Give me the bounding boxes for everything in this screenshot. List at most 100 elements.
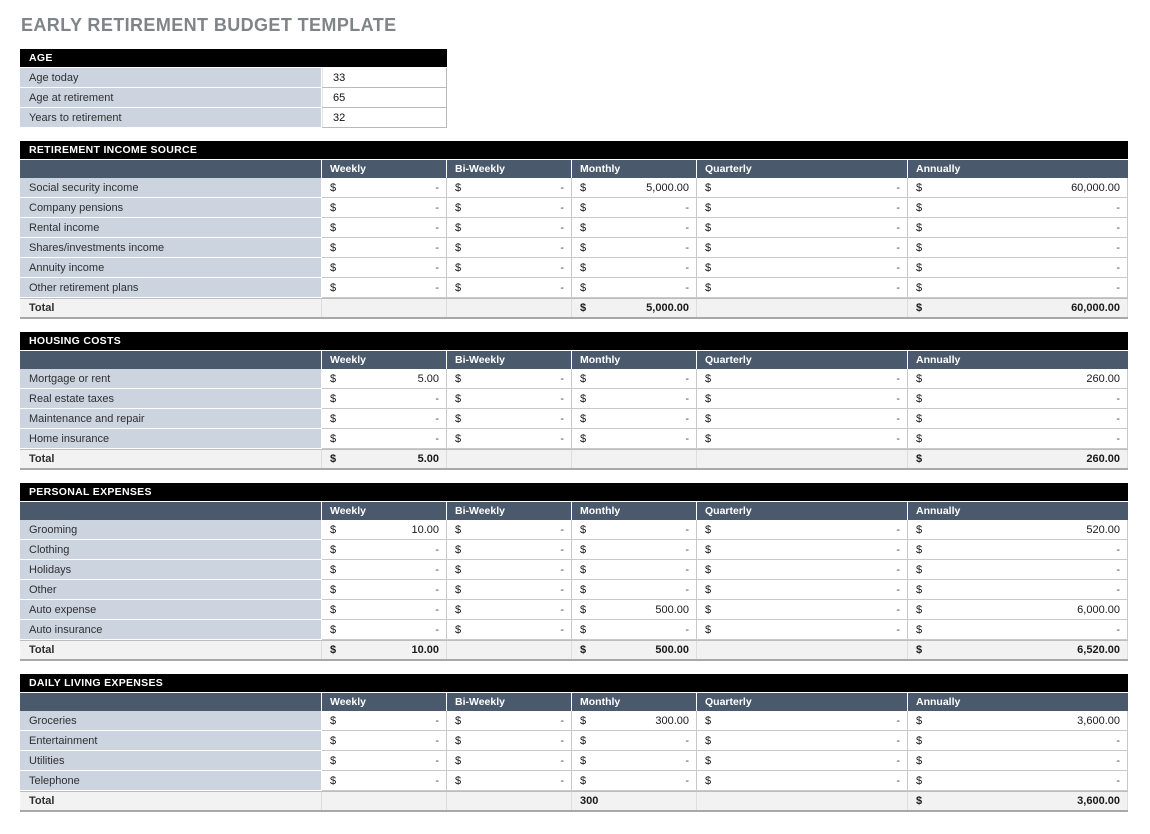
money-cell[interactable]: $ - (697, 731, 908, 751)
money-cell[interactable]: $ - (908, 751, 1128, 771)
money-cell[interactable]: $ - (697, 278, 908, 298)
money-cell[interactable]: $ - (322, 580, 447, 600)
money-cell[interactable]: $ - (447, 771, 572, 791)
money-cell[interactable]: $ - (322, 238, 447, 258)
money-cell[interactable]: $ - (322, 540, 447, 560)
money-cell[interactable]: $ - (572, 238, 697, 258)
money-cell[interactable]: $ - (572, 258, 697, 278)
money-cell[interactable]: $ - (447, 178, 572, 198)
money-cell[interactable]: $ - (697, 218, 908, 238)
age-value-cell[interactable]: 65 (322, 88, 447, 108)
money-cell[interactable]: $ - (572, 389, 697, 409)
money-cell[interactable]: $ - (908, 409, 1128, 429)
money-cell[interactable]: $ - (447, 218, 572, 238)
money-cell[interactable]: $ - (447, 409, 572, 429)
money-cell[interactable]: $ - (572, 369, 697, 389)
money-cell[interactable]: $ - (447, 278, 572, 298)
money-cell[interactable]: $ - (572, 278, 697, 298)
money-cell[interactable]: $ - (447, 198, 572, 218)
money-cell[interactable]: $ - (322, 731, 447, 751)
money-cell[interactable]: $520.00 (908, 520, 1128, 540)
money-cell[interactable]: $60,000.00 (908, 178, 1128, 198)
money-cell[interactable]: $ - (697, 520, 908, 540)
money-cell[interactable]: $ - (322, 771, 447, 791)
money-cell[interactable]: $ - (447, 389, 572, 409)
age-value-cell[interactable]: 33 (322, 68, 447, 88)
money-cell[interactable]: $ - (908, 218, 1128, 238)
money-cell[interactable]: $ - (697, 409, 908, 429)
money-cell[interactable]: $3,600.00 (908, 711, 1128, 731)
age-value-cell[interactable]: 32 (322, 108, 447, 128)
money-cell[interactable]: $ - (447, 369, 572, 389)
money-cell[interactable]: $ - (322, 711, 447, 731)
money-cell[interactable]: $10.00 (322, 520, 447, 540)
money-cell[interactable]: $ - (447, 731, 572, 751)
money-cell[interactable]: $ - (697, 580, 908, 600)
money-cell[interactable]: $300.00 (572, 711, 697, 731)
money-cell[interactable]: $ - (447, 560, 572, 580)
money-cell[interactable]: $ - (908, 731, 1128, 751)
money-cell[interactable]: $ - (572, 520, 697, 540)
money-cell[interactable]: $ - (447, 620, 572, 640)
money-cell[interactable]: $ - (572, 620, 697, 640)
money-cell[interactable]: $ - (447, 580, 572, 600)
money-cell[interactable]: $ - (697, 560, 908, 580)
money-cell[interactable]: $ - (322, 178, 447, 198)
money-cell[interactable]: $ - (697, 178, 908, 198)
money-cell[interactable]: $ - (572, 540, 697, 560)
money-cell[interactable]: $ - (697, 771, 908, 791)
money-cell[interactable]: $ - (447, 600, 572, 620)
money-cell[interactable]: $ - (697, 258, 908, 278)
money-cell[interactable]: $ - (908, 198, 1128, 218)
money-cell[interactable]: $ - (447, 258, 572, 278)
money-cell[interactable]: $ - (697, 238, 908, 258)
money-cell[interactable]: $ - (322, 258, 447, 278)
money-cell[interactable]: $ - (572, 429, 697, 449)
money-cell[interactable]: $ - (697, 711, 908, 731)
money-cell[interactable]: $ - (447, 540, 572, 560)
money-cell[interactable]: $ - (572, 409, 697, 429)
money-cell[interactable]: $ - (572, 560, 697, 580)
money-cell[interactable]: $ - (908, 258, 1128, 278)
money-cell[interactable]: $ - (572, 198, 697, 218)
money-cell[interactable]: $260.00 (908, 369, 1128, 389)
money-cell[interactable]: $ - (697, 369, 908, 389)
money-cell[interactable]: $ - (447, 751, 572, 771)
money-cell[interactable]: $ - (572, 751, 697, 771)
money-cell[interactable]: $ - (908, 389, 1128, 409)
money-cell[interactable]: $ - (572, 731, 697, 751)
money-cell[interactable]: $ - (908, 429, 1128, 449)
money-cell[interactable]: $5.00 (322, 369, 447, 389)
money-cell[interactable]: $ - (572, 771, 697, 791)
money-cell[interactable]: $ - (322, 218, 447, 238)
money-cell[interactable]: $ - (447, 238, 572, 258)
money-cell[interactable]: $ - (572, 218, 697, 238)
money-cell[interactable]: $ - (908, 580, 1128, 600)
money-cell[interactable]: $ - (697, 429, 908, 449)
money-cell[interactable]: $ - (908, 560, 1128, 580)
money-cell[interactable]: $ - (697, 389, 908, 409)
money-cell[interactable]: $ - (322, 429, 447, 449)
money-cell[interactable]: $ - (322, 198, 447, 218)
money-cell[interactable]: $ - (447, 520, 572, 540)
money-cell[interactable]: $ - (908, 771, 1128, 791)
money-cell[interactable]: $ - (322, 409, 447, 429)
money-cell[interactable]: $ - (697, 620, 908, 640)
money-cell[interactable]: $ - (697, 198, 908, 218)
money-cell[interactable]: $ - (447, 711, 572, 731)
money-cell[interactable]: $ - (908, 620, 1128, 640)
money-cell[interactable]: $ - (908, 540, 1128, 560)
money-cell[interactable]: $6,000.00 (908, 600, 1128, 620)
money-cell[interactable]: $500.00 (572, 600, 697, 620)
money-cell[interactable]: $ - (322, 620, 447, 640)
money-cell[interactable]: $ - (697, 540, 908, 560)
money-cell[interactable]: $ - (322, 560, 447, 580)
money-cell[interactable]: $ - (697, 600, 908, 620)
money-cell[interactable]: $ - (447, 429, 572, 449)
money-cell[interactable]: $ - (572, 580, 697, 600)
money-cell[interactable]: $ - (322, 389, 447, 409)
money-cell[interactable]: $ - (322, 278, 447, 298)
money-cell[interactable]: $ - (322, 600, 447, 620)
money-cell[interactable]: $5,000.00 (572, 178, 697, 198)
money-cell[interactable]: $ - (908, 278, 1128, 298)
